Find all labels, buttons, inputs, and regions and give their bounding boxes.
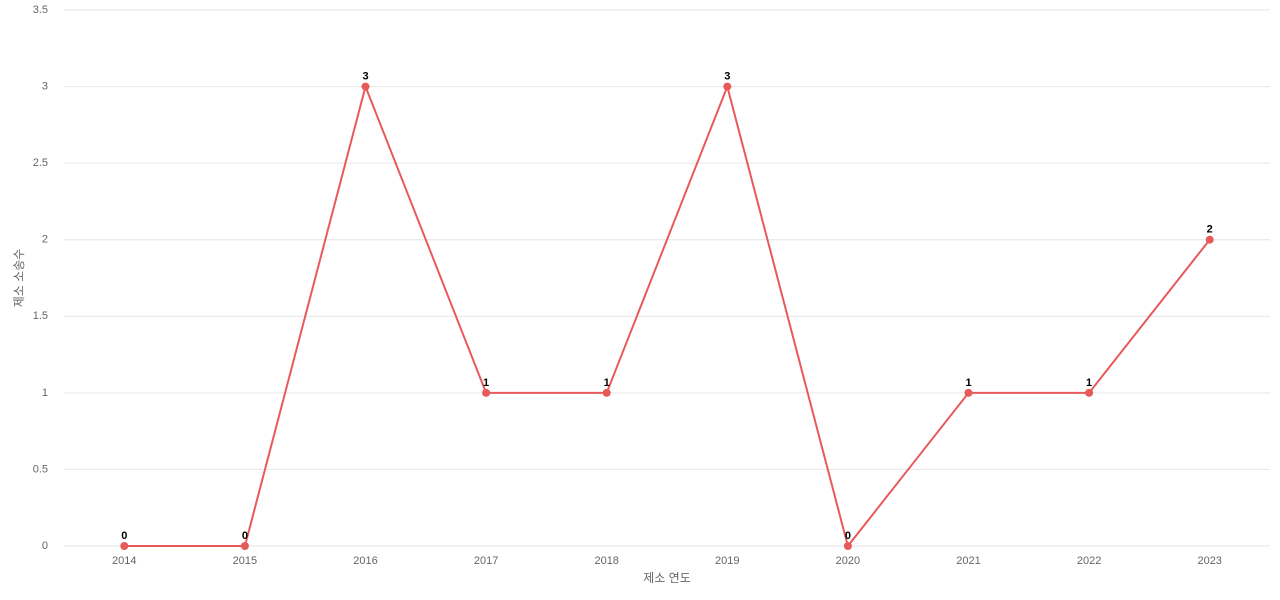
- x-tick-label: 2022: [1077, 555, 1101, 567]
- x-tick-label: 2016: [353, 555, 377, 567]
- x-tick-label: 2021: [956, 555, 980, 567]
- data-label: 1: [1086, 377, 1092, 389]
- data-label: 0: [242, 530, 248, 542]
- point: [843, 542, 852, 550]
- point: [602, 388, 611, 397]
- x-tick-label: 2017: [474, 555, 498, 567]
- data-label: 3: [362, 70, 368, 82]
- point: [482, 388, 491, 397]
- point: [1085, 388, 1094, 397]
- y-tick-label: 2.5: [33, 157, 48, 169]
- y-tick-label: 0.5: [33, 463, 48, 475]
- point: [723, 82, 732, 91]
- x-tick-label: 2020: [836, 555, 860, 567]
- data-label: 0: [121, 530, 127, 542]
- y-tick-label: 3.5: [33, 4, 48, 16]
- x-tick-label: 2019: [715, 555, 739, 567]
- y-tick-label: 2: [42, 234, 48, 246]
- point: [964, 388, 973, 397]
- point: [1205, 235, 1214, 244]
- x-tick-label: 2018: [594, 555, 618, 567]
- data-label: 1: [483, 377, 489, 389]
- y-tick-label: 1.5: [33, 310, 48, 322]
- data-label: 0: [845, 530, 851, 542]
- line: [124, 83, 1211, 549]
- x-axis-title: 제소 연도: [643, 571, 691, 585]
- x-tick-label: 2015: [233, 555, 257, 567]
- x-tick-label: 2014: [112, 555, 136, 567]
- y-axis-title: 제소 소송수: [12, 249, 26, 308]
- point: [361, 82, 370, 91]
- point: [120, 542, 129, 550]
- data-label: 2: [1207, 224, 1213, 236]
- data-label: 1: [604, 377, 610, 389]
- y-tick-label: 3: [42, 80, 48, 92]
- data-label: 3: [724, 70, 730, 82]
- y-tick-label: 0: [42, 540, 48, 552]
- data-label: 1: [965, 377, 971, 389]
- point: [240, 542, 249, 550]
- x-tick-label: 2023: [1197, 555, 1221, 567]
- y-tick-label: 1: [42, 387, 48, 399]
